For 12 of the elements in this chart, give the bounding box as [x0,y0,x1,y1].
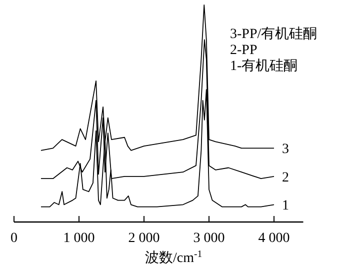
x-tick-label: 2 000 [128,231,160,246]
annotation: 3-PP/有机硅酮 [230,26,318,42]
annotation: 2-PP [230,43,258,58]
x-axis-title: 波数/cm$^{-1}$ [145,248,202,266]
x-tick-label: 1 000 [63,231,95,246]
annotation: 1-有机硅酮 [230,58,298,74]
series-label: 1 [282,198,289,214]
series-label: 2 [282,170,289,186]
x-tick-label: 3 000 [193,231,225,246]
x-tick-label: 4 000 [258,231,290,246]
series-label: 3 [282,142,289,158]
x-tick-label: 0 [10,231,18,246]
